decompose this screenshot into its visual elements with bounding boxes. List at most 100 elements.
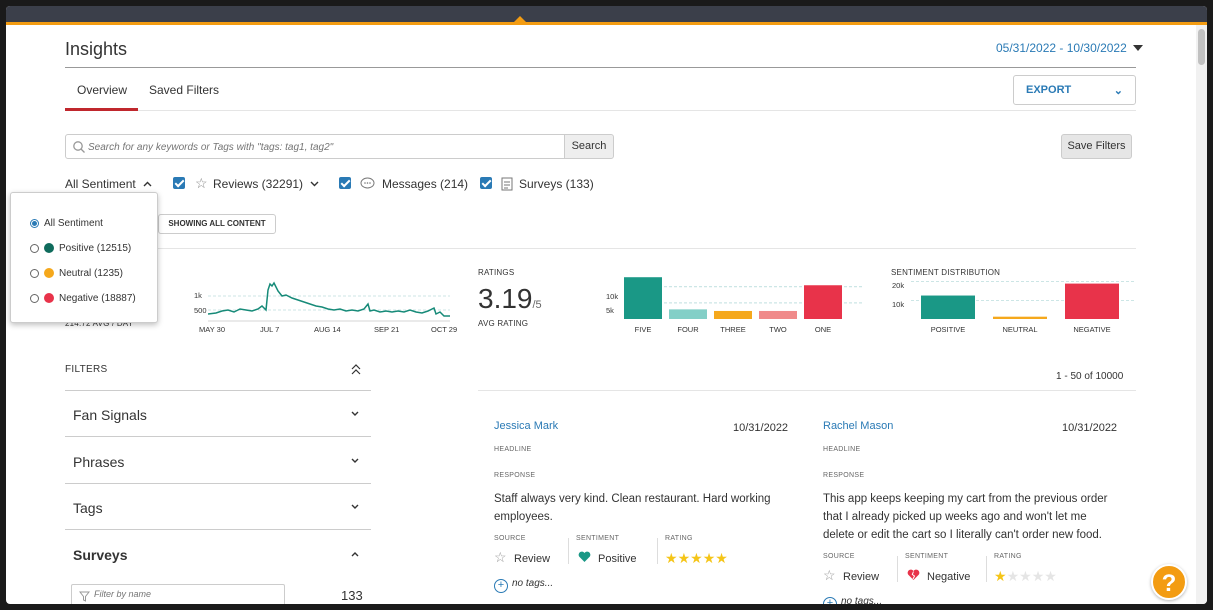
add-tags-button[interactable]: + no tags... [494,578,553,593]
option-label: Positive (12515) [59,243,132,254]
star-empty-icon: ★ [1019,568,1032,584]
survey-name-filter[interactable] [71,584,285,604]
radio-button[interactable] [30,244,39,253]
reviews-checkbox[interactable] [173,177,185,189]
plus-circle-icon: + [494,579,508,593]
chevron-down-icon[interactable] [351,458,359,464]
x-tick: AUG 14 [314,325,341,334]
star-rating: ★★★★★ [665,551,728,566]
review-card[interactable]: Jessica Mark 10/31/2022 HEADLINE RESPONS… [494,420,794,604]
survey-filter-input[interactable] [94,589,274,599]
bar-positive[interactable] [921,295,975,319]
filter-section-fan-signals[interactable]: Fan Signals [73,407,147,423]
bar-one[interactable] [804,285,842,319]
collapse-all-icon[interactable] [351,364,361,375]
scrollbar-thumb[interactable] [1198,29,1205,65]
help-button[interactable]: ? [1151,564,1187,600]
source-value: Review [843,571,880,583]
chevron-down-icon[interactable] [351,504,359,510]
messages-checkbox[interactable] [339,177,351,189]
add-tags-button[interactable]: + no tags... [823,596,882,604]
rating-denominator: /5 [532,299,542,311]
reviewer-name[interactable]: Jessica Mark [494,420,559,432]
title-divider [65,67,1136,68]
star-filled-icon: ★ [702,550,716,566]
bar-four[interactable] [669,309,707,319]
bar-neutral[interactable] [993,316,1047,319]
review-response: Staff always very kind. Clean restaurant… [494,493,771,523]
rating-label: RATING [994,553,1022,560]
star-icon: ☆ [195,175,208,191]
x-tick: NEUTRAL [1002,325,1038,334]
y-tick: 500 [194,306,207,315]
reviewer-name[interactable]: Rachel Mason [823,420,894,432]
broken-heart-icon [907,569,920,580]
sentiment-option-positive[interactable]: Positive (12515) [30,243,131,254]
tags-placeholder: no tags... [512,578,554,589]
radio-button[interactable] [30,294,39,303]
page-scrollbar[interactable] [1196,25,1207,604]
meta-separator [568,538,569,564]
x-tick: MAY 30 [199,325,225,334]
x-tick: POSITIVE [930,325,966,334]
ratings-bar-chart [624,277,864,319]
star-filled-icon: ★ [677,550,691,566]
search-button[interactable]: Search [564,134,614,159]
star-empty-icon: ★ [1006,568,1020,584]
chevron-down-icon[interactable] [351,411,359,417]
accordion-divider [65,436,371,437]
star-filled-icon: ★ [665,550,678,566]
y-tick: 1k [194,291,202,300]
showing-all-content-badge[interactable]: SHOWING ALL CONTENT [158,214,276,234]
search-input[interactable] [88,138,558,156]
tab-overview[interactable]: Overview [77,83,128,97]
star-outline-icon: ☆ [823,567,836,583]
y-tick: 20k [892,281,905,290]
plus-circle-icon: + [823,597,837,604]
filter-section-tags[interactable]: Tags [73,500,103,516]
stats-divider [65,248,1136,249]
surveys-checkbox[interactable] [480,177,492,189]
accordion-divider [65,483,371,484]
y-tick: 10k [606,292,619,301]
chevron-up-icon[interactable] [351,551,359,557]
search-icon [73,141,85,153]
star-rating: ★★★★★ [994,569,1057,584]
tab-saved-filters[interactable]: Saved Filters [149,83,220,97]
top-nav-bar [6,6,1207,25]
option-label: All Sentiment [44,218,103,229]
export-button[interactable]: EXPORT ⌄ [1013,75,1136,105]
filter-section-phrases[interactable]: Phrases [73,454,125,470]
response-label: RESPONSE [494,472,536,479]
bar-two[interactable] [759,310,797,319]
radio-button[interactable] [30,219,39,228]
sentiment-option-all[interactable]: All Sentiment [30,218,103,229]
rating-label: RATING [665,535,693,542]
chevron-down-icon[interactable] [310,181,319,187]
search-field[interactable] [65,134,565,159]
review-card[interactable]: Rachel Mason 10/31/2022 HEADLINE RESPONS… [823,420,1128,604]
export-label: EXPORT [1026,84,1072,96]
sentiment-option-neutral[interactable]: Neutral (1235) [30,268,123,279]
star-filled-icon: ★ [690,550,703,566]
radio-button[interactable] [30,269,39,278]
filter-section-surveys[interactable]: Surveys [73,547,128,563]
active-tab-indicator [65,108,138,111]
sentiment-option-negative[interactable]: Negative (18887) [30,293,136,304]
sentiment-dropdown-menu: All Sentiment Positive (12515) Neutral (… [10,192,158,323]
date-range-picker[interactable]: 05/31/2022 - 10/30/2022 [996,41,1143,55]
x-tick: NEGATIVE [1073,325,1111,334]
star-empty-icon: ★ [1044,568,1057,584]
accordion-divider [65,390,371,391]
sentiment-dropdown-toggle[interactable]: All Sentiment [65,177,152,191]
bar-three[interactable] [714,310,752,319]
volume-line-chart [208,281,450,322]
meta-separator [897,556,898,582]
bar-five[interactable] [624,277,662,319]
review-response: This app keeps keeping my cart from the … [823,493,1108,541]
bar-negative[interactable] [1065,283,1119,319]
option-label: Negative (18887) [59,293,136,304]
save-filters-button[interactable]: Save Filters [1061,134,1132,159]
sentiment-toggle-label: All Sentiment [65,177,136,191]
date-range-label: 05/31/2022 - 10/30/2022 [996,41,1127,55]
